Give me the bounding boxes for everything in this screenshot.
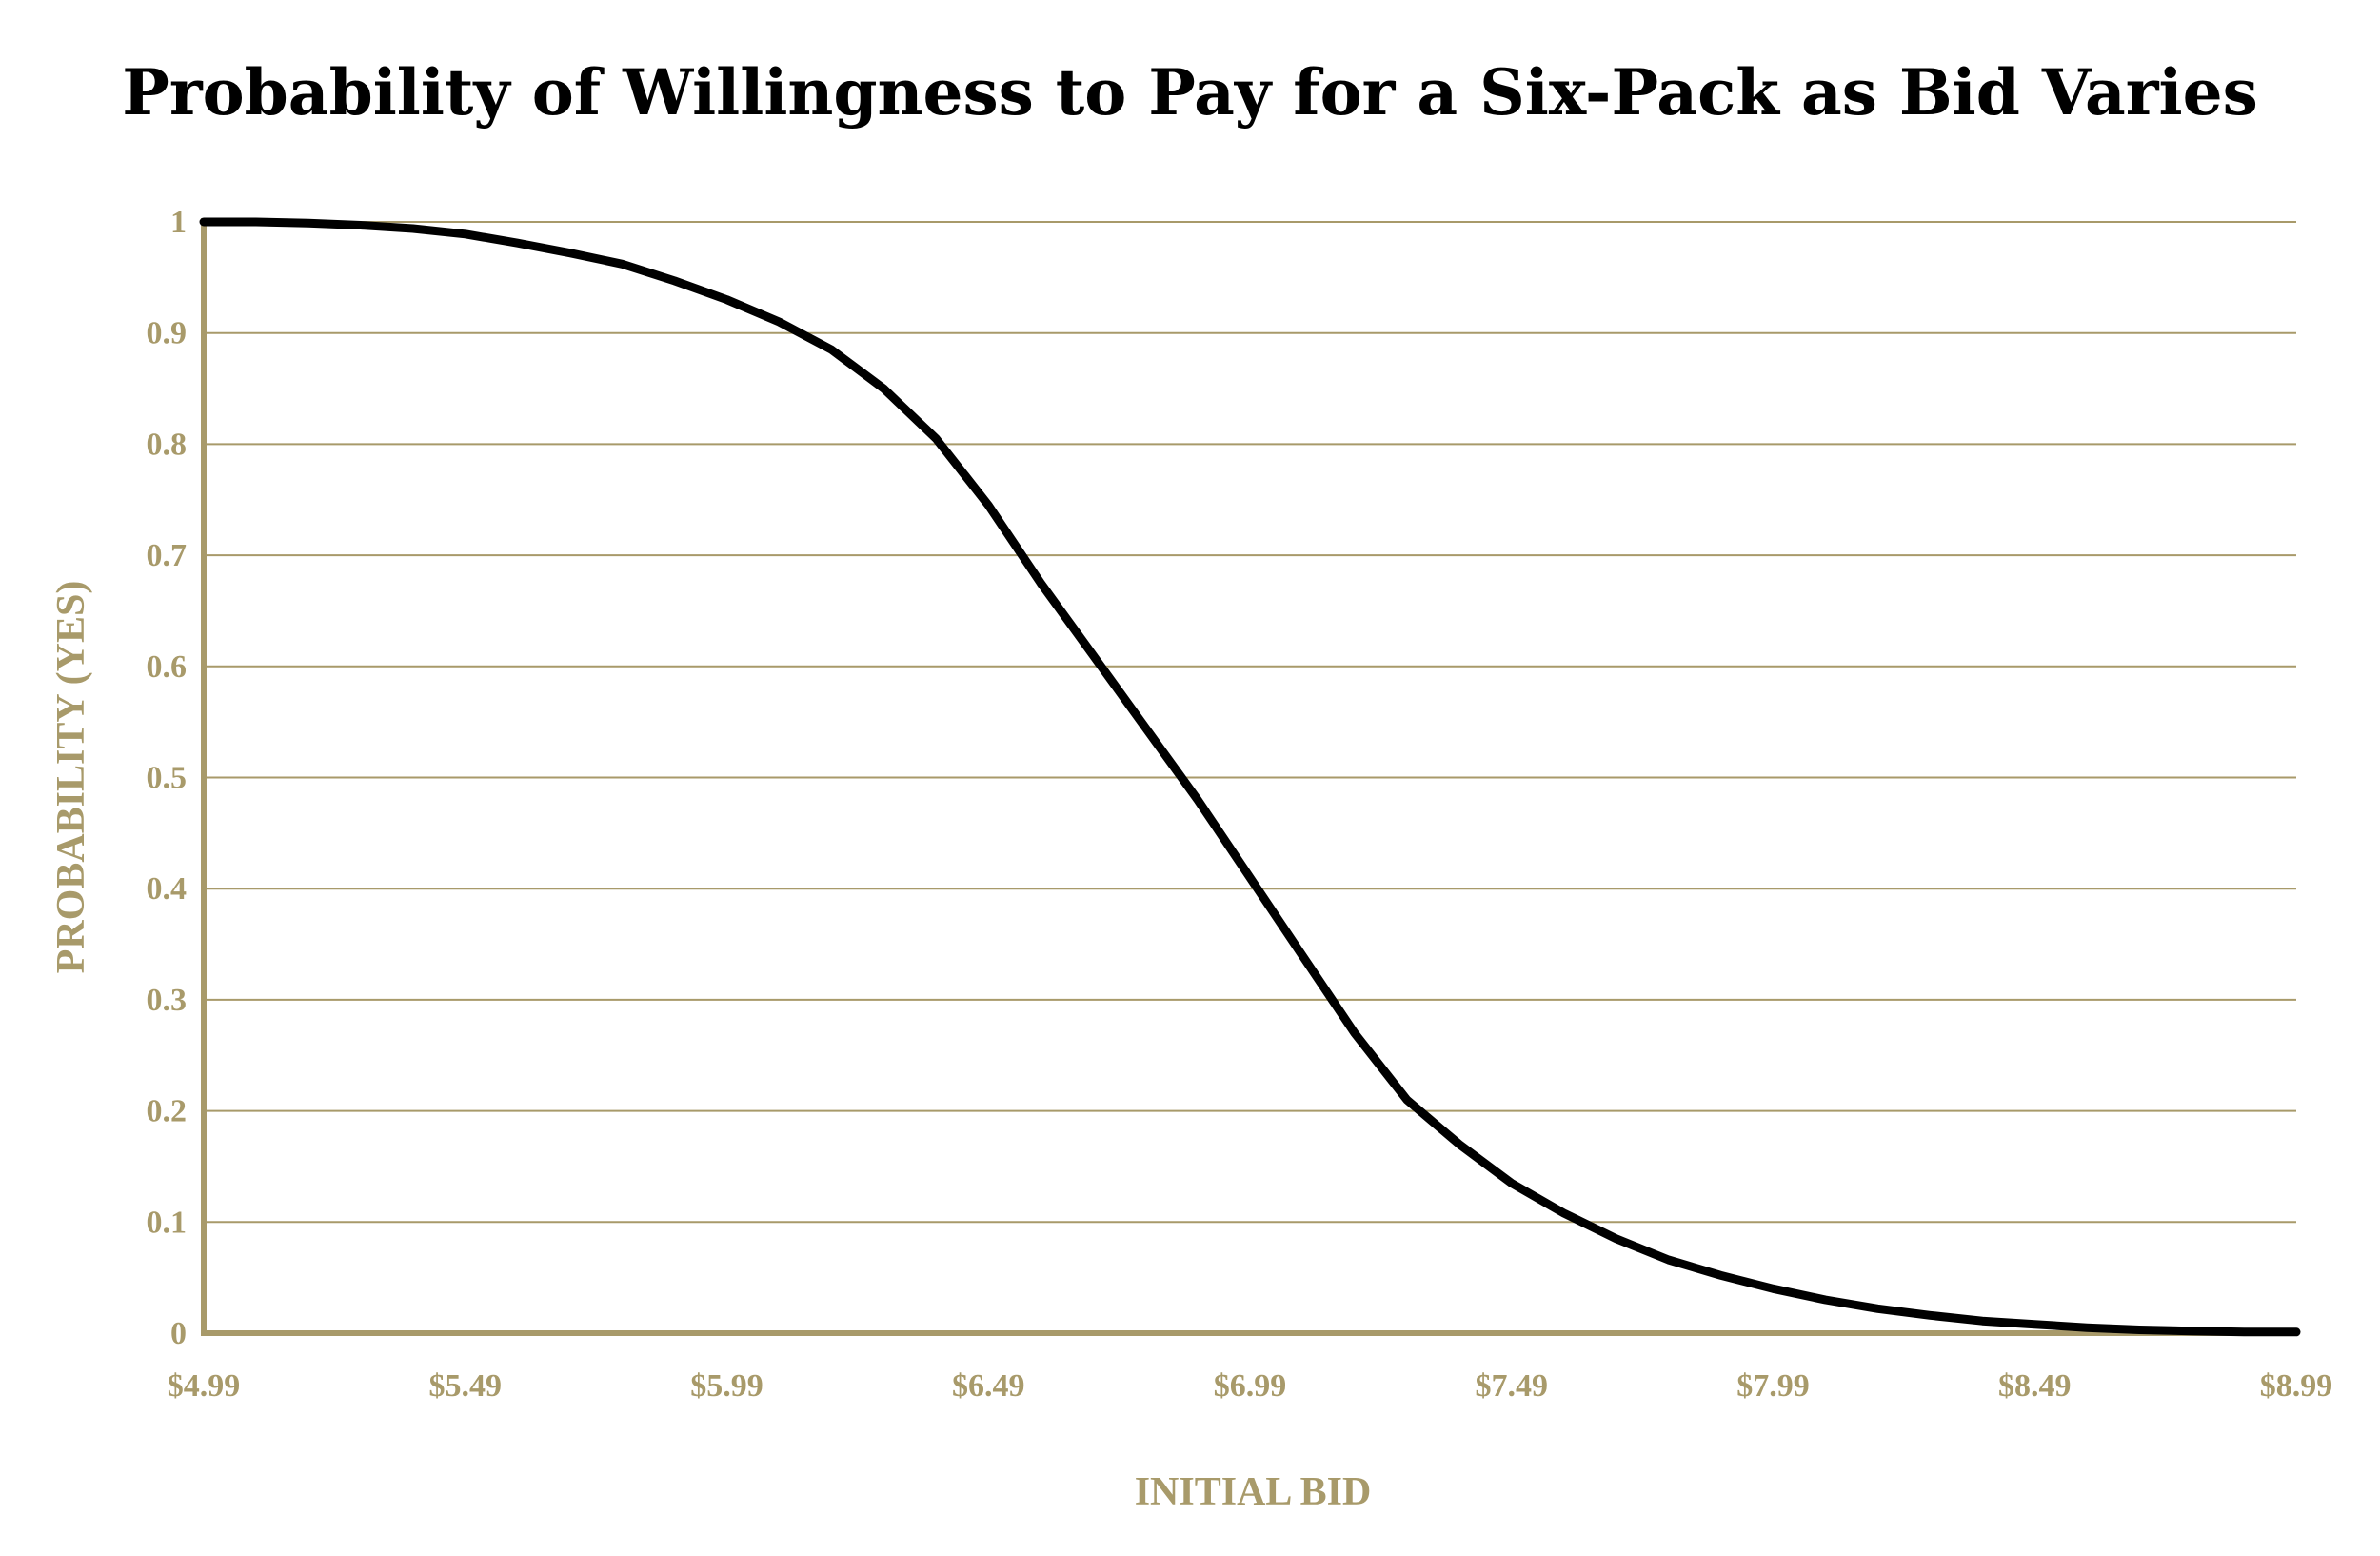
x-tick-label: $6.99 xyxy=(1214,1368,1287,1404)
y-tick-label: 1 xyxy=(170,205,187,240)
x-tick-label: $5.99 xyxy=(690,1368,764,1404)
axes xyxy=(201,218,2296,1336)
y-tick-label: 0.2 xyxy=(147,1094,188,1129)
x-tick-label: $5.49 xyxy=(429,1368,503,1404)
y-tick-label: 0.8 xyxy=(147,427,188,462)
y-axis-ticks: 0 0.1 0.2 0.3 0.4 0.5 0.6 0.7 0.8 0.9 1 xyxy=(147,205,188,1351)
y-tick-label: 0 xyxy=(170,1316,187,1351)
y-tick-label: 0.4 xyxy=(147,871,188,907)
y-tick-label: 0.5 xyxy=(147,761,188,796)
y-tick-label: 0.1 xyxy=(147,1205,188,1240)
x-tick-label: $8.99 xyxy=(2260,1368,2333,1404)
y-tick-label: 0.7 xyxy=(147,538,188,573)
series-line-probability xyxy=(199,217,2301,1337)
x-tick-label: $7.49 xyxy=(1476,1368,1549,1404)
x-tick-label: $4.99 xyxy=(168,1368,241,1404)
x-tick-label: $7.99 xyxy=(1736,1368,1810,1404)
y-axis-label: PROBABILITY (YES) xyxy=(50,581,93,974)
chart-title: Probability of Willingness to Pay for a … xyxy=(122,55,2258,130)
y-tick-label: 0.3 xyxy=(147,983,188,1018)
y-tick-label: 0.6 xyxy=(147,649,188,685)
y-tick-label: 0.9 xyxy=(147,316,188,351)
x-axis-ticks: $4.99 $5.49 $5.99 $6.49 $6.99 $7.49 $7.99 $8.49… xyxy=(168,1368,2333,1404)
x-axis-label: INITIAL BID xyxy=(1135,1470,1372,1514)
x-tick-label: $6.49 xyxy=(952,1368,1025,1404)
gridlines xyxy=(204,221,2296,1224)
x-tick-label: $8.49 xyxy=(1998,1368,2072,1404)
series xyxy=(199,217,2301,1337)
